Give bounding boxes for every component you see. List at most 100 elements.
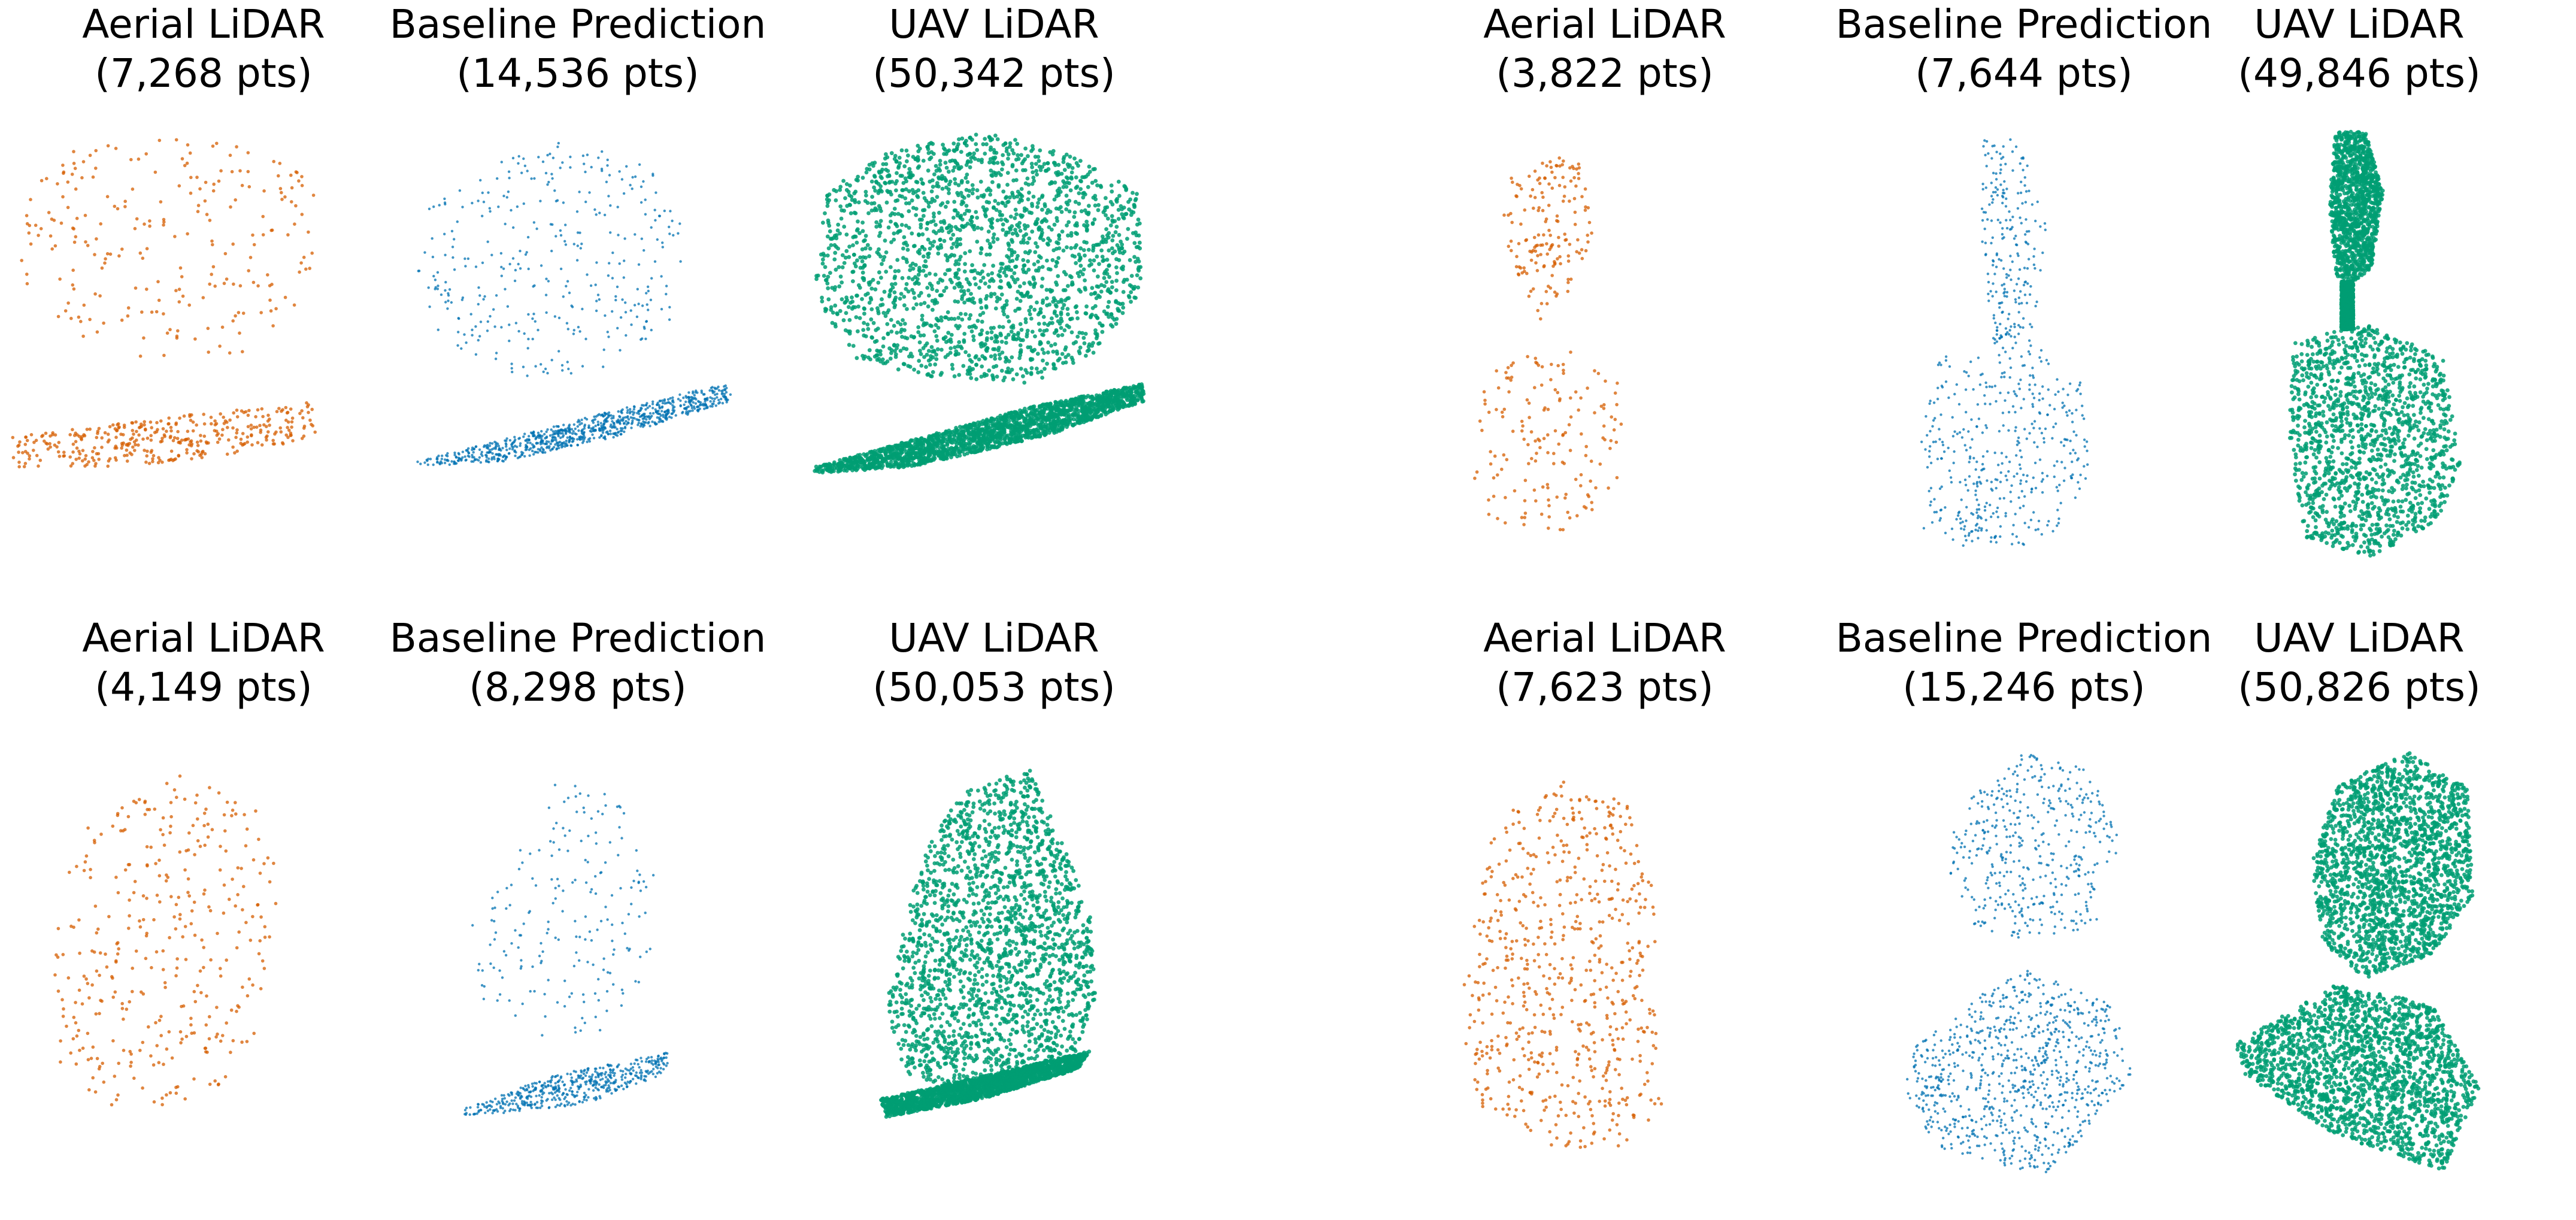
point <box>979 374 984 379</box>
point <box>460 298 464 301</box>
point <box>300 409 304 413</box>
point <box>947 317 951 321</box>
point <box>1114 322 1119 326</box>
point <box>150 426 153 429</box>
point <box>1126 293 1131 298</box>
point <box>256 408 260 412</box>
point <box>450 301 453 304</box>
point <box>996 346 1001 350</box>
point <box>631 187 634 190</box>
point <box>947 169 951 174</box>
point <box>1089 314 1093 318</box>
point <box>654 410 658 414</box>
point <box>987 252 992 257</box>
point <box>478 448 481 451</box>
point <box>895 343 900 347</box>
point <box>914 263 918 267</box>
point <box>80 176 84 180</box>
point <box>492 308 495 311</box>
point <box>932 211 936 216</box>
point <box>1040 207 1044 212</box>
point <box>661 246 664 249</box>
point <box>920 181 925 186</box>
point <box>898 322 903 326</box>
point <box>286 426 289 429</box>
point <box>423 251 426 254</box>
point <box>1132 295 1137 300</box>
point <box>305 401 308 405</box>
point <box>933 298 938 302</box>
point <box>975 188 980 193</box>
point <box>925 352 929 357</box>
point <box>903 176 908 181</box>
point <box>1064 207 1069 211</box>
point <box>986 238 990 243</box>
point <box>83 434 87 438</box>
point <box>23 443 28 446</box>
point <box>921 268 926 273</box>
point <box>1117 193 1122 198</box>
point <box>939 315 944 320</box>
point <box>141 256 145 261</box>
point <box>1001 222 1005 227</box>
point <box>618 262 621 265</box>
point <box>847 331 852 336</box>
point <box>624 301 627 304</box>
point <box>940 186 945 191</box>
point <box>436 287 440 290</box>
point <box>831 310 835 315</box>
point <box>532 313 535 316</box>
point <box>1016 153 1020 158</box>
point <box>965 277 969 281</box>
point <box>970 263 974 268</box>
point <box>900 335 904 339</box>
point <box>544 367 547 371</box>
point <box>952 253 957 258</box>
point <box>867 348 872 353</box>
point <box>308 267 311 270</box>
point <box>466 257 470 261</box>
point <box>126 306 131 310</box>
point <box>178 266 183 270</box>
point <box>887 294 892 299</box>
point <box>470 460 473 463</box>
point <box>637 302 640 305</box>
point <box>951 241 956 246</box>
point <box>858 255 862 260</box>
point <box>907 189 911 193</box>
point <box>628 411 632 414</box>
point <box>137 443 140 447</box>
point <box>561 161 564 164</box>
point <box>835 311 840 316</box>
point <box>32 440 36 444</box>
point <box>219 412 223 416</box>
point <box>562 423 565 426</box>
point <box>990 221 994 225</box>
point <box>95 435 99 440</box>
point <box>956 316 961 320</box>
point <box>1029 348 1034 353</box>
point <box>656 416 659 419</box>
point <box>18 440 22 444</box>
point <box>857 316 862 320</box>
point <box>1030 329 1035 334</box>
point <box>241 311 246 315</box>
point <box>823 278 828 283</box>
point <box>532 446 535 449</box>
point <box>595 309 598 313</box>
point <box>483 295 486 298</box>
point <box>575 210 579 213</box>
point <box>956 276 960 281</box>
point <box>844 249 849 253</box>
point <box>588 191 591 194</box>
point <box>939 220 943 225</box>
point <box>998 269 1002 274</box>
point <box>443 197 446 201</box>
point <box>246 169 250 174</box>
point <box>1124 211 1129 216</box>
point <box>991 235 996 240</box>
point <box>1006 152 1011 157</box>
point <box>311 193 316 197</box>
point <box>983 137 987 141</box>
point <box>74 458 78 461</box>
